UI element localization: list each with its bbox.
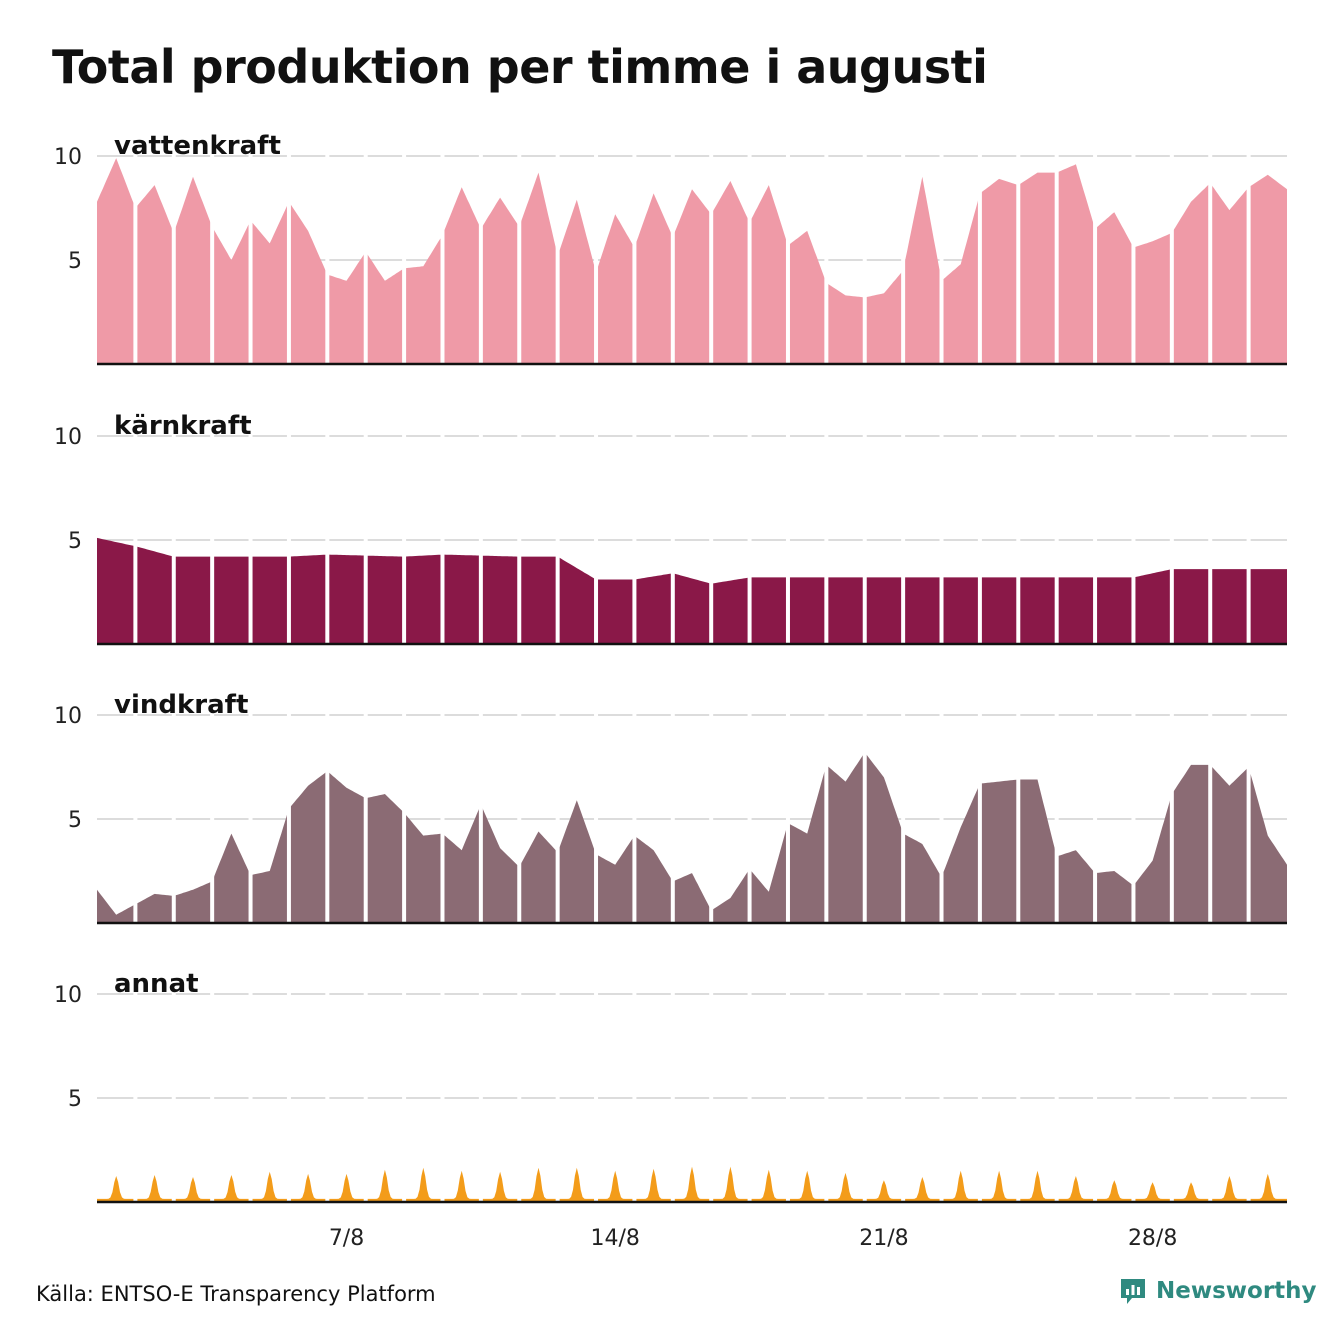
y-tick-label: 10: [54, 704, 82, 729]
y-tick-label: 10: [54, 983, 82, 1008]
newsworthy-icon: [1121, 1279, 1145, 1304]
panel-label: kärnkraft: [114, 411, 252, 441]
series-kärnkraft: [97, 537, 1287, 644]
series-vindkraft: [97, 752, 1287, 923]
source-note: Källa: ENTSO-E Transparency Platform: [36, 1282, 436, 1306]
series-vattenkraft: [97, 158, 1287, 364]
x-tick-label: 14/8: [591, 1226, 640, 1251]
brand-name: Newsworthy: [1156, 1278, 1317, 1304]
x-tick-label: 21/8: [859, 1226, 908, 1251]
panel-label: vattenkraft: [114, 131, 281, 161]
y-tick-label: 10: [54, 425, 82, 450]
y-tick-label: 5: [68, 249, 82, 274]
y-tick-label: 5: [68, 529, 82, 554]
y-tick-label: 10: [54, 145, 82, 170]
panel-label: annat: [114, 969, 199, 999]
brand-logo: Newsworthy: [1118, 1276, 1317, 1306]
y-tick-label: 5: [68, 1087, 82, 1112]
x-tick-label: 7/8: [329, 1226, 364, 1251]
series-annat: [97, 1166, 1287, 1202]
panel-label: vindkraft: [114, 690, 248, 720]
chart-title: Total produktion per timme i augusti: [52, 40, 988, 94]
x-tick-label: 28/8: [1128, 1226, 1177, 1251]
y-tick-label: 5: [68, 808, 82, 833]
